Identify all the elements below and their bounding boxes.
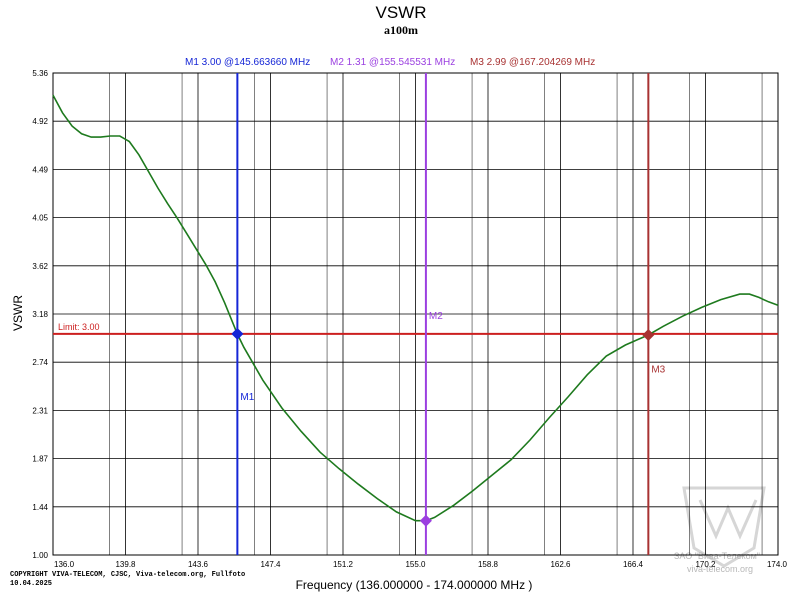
- y-tick-label: 1.00: [32, 551, 48, 560]
- y-tick-label: 3.62: [32, 262, 48, 271]
- chart-subtitle: a100m: [384, 23, 418, 37]
- y-tick-label: 4.49: [32, 165, 48, 174]
- chart-title: VSWR: [376, 3, 427, 22]
- marker-info-legend: M1 3.00 @145.663660 MHz M2 1.31 @155.5455…: [185, 57, 595, 68]
- plot-frame: [52, 72, 779, 556]
- x-tick-label: 166.4: [623, 560, 644, 569]
- x-tick-label: 170.2: [695, 560, 716, 569]
- markers: M1 M2 M3: [231, 73, 666, 555]
- watermark-site: viva-telecom.org: [687, 564, 753, 574]
- x-axis-label: Frequency (136.000000 - 174.000000 MHz ): [296, 578, 533, 592]
- y-tick-label: 4.05: [32, 214, 48, 223]
- y-tick-label: 1.87: [32, 455, 48, 464]
- copyright-date: 10.04.2025: [10, 580, 52, 588]
- marker-info-m3: M3 2.99 @167.204269 MHz: [470, 57, 595, 68]
- marker-label-m1: M1: [240, 392, 254, 403]
- x-tick-label: 174.0: [767, 560, 788, 569]
- y-tick-label: 2.74: [32, 358, 48, 367]
- marker-info-m2: M2 1.31 @155.545531 MHz: [330, 57, 455, 68]
- x-axis-ticks: 136.0 139.8 143.6 147.4 151.2 155.0 158.8 162.6…: [54, 560, 788, 569]
- limit-line-group: Limit: 3.00: [53, 322, 778, 335]
- y-axis-ticks: 1.00 1.44 1.87 2.31 2.74 3.18 3.62 4.05 4.49 4.92…: [32, 69, 48, 560]
- x-tick-label: 136.0: [54, 560, 75, 569]
- y-tick-label: 3.18: [32, 310, 48, 319]
- x-tick-label: 143.6: [188, 560, 209, 569]
- copyright-text: COPYRIGHT VIVA-TELECOM, CJSC, Viva-telec…: [10, 571, 245, 579]
- marker-label-m2: M2: [429, 311, 443, 322]
- limit-label: Limit: 3.00: [58, 322, 100, 332]
- watermark-logo-icon: [682, 486, 766, 568]
- marker-point-m2: [419, 514, 432, 527]
- marker-point-m3: [642, 329, 655, 342]
- watermark: ЗАО "Вива-Телеком" viva-telecom.org: [674, 486, 766, 574]
- marker-info-m1: M1 3.00 @145.663660 MHz: [185, 57, 310, 68]
- marker-point-m1: [231, 327, 244, 340]
- x-tick-label: 147.4: [260, 560, 281, 569]
- y-tick-label: 4.92: [32, 117, 48, 126]
- grid: [53, 73, 778, 555]
- y-tick-label: 1.44: [32, 503, 48, 512]
- x-tick-label: 162.6: [550, 560, 571, 569]
- y-axis-label: VSWR: [11, 295, 25, 331]
- x-tick-label: 155.0: [405, 560, 426, 569]
- y-tick-label: 2.31: [32, 406, 48, 415]
- watermark-company: ЗАО "Вива-Телеком": [674, 551, 760, 561]
- x-tick-label: 158.8: [478, 560, 499, 569]
- x-tick-label: 151.2: [333, 560, 354, 569]
- marker-label-m3: M3: [651, 365, 665, 376]
- series-vswr-line: [52, 94, 779, 522]
- x-tick-label: 139.8: [115, 560, 136, 569]
- y-tick-label: 5.36: [32, 69, 48, 78]
